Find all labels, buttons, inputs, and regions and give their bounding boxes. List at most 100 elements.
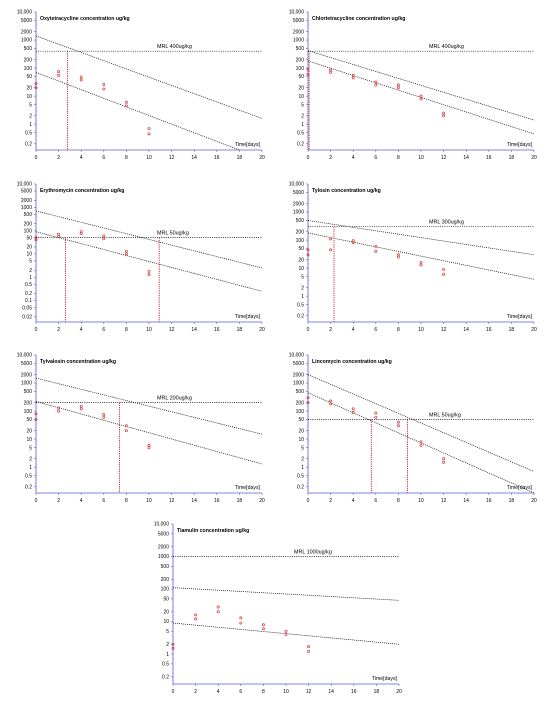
y-tick-label: 500 [296,218,305,224]
x-tick-label: 2 [57,498,60,504]
y-tick-label: 1000 [158,554,169,560]
data-point [34,418,38,421]
data-point [351,76,355,80]
x-tick-label: 2 [194,689,197,695]
x-tick-label: 10 [418,155,424,161]
y-tick-label: 2000 [293,201,304,207]
data-point [102,234,106,238]
data-point [306,248,310,252]
x-tick-label: 8 [262,689,265,695]
data-point [329,399,333,403]
data-point [147,443,151,447]
y-tick-label: 500 [24,212,33,218]
data-point [34,412,38,416]
data-point [34,236,38,240]
data-point [147,127,151,130]
x-tick-label: 2 [57,327,60,333]
x-axis-label: Time[days] [235,314,261,320]
mrl-label: MRL 300ug/kg [429,220,464,226]
data-point [442,267,446,271]
data-point [374,411,378,415]
x-tick-label: 8 [125,327,128,333]
x-tick-label: 14 [328,689,334,695]
band-line [35,35,263,119]
y-tick-label: 5 [301,274,304,280]
chart-title: Oxytetracycline concentration ug/kg [40,16,130,22]
mrl-label: MRL 50ug/kg [157,231,189,237]
x-tick-label: 14 [463,498,469,504]
y-tick-label: 2 [301,285,304,291]
x-tick-label: 16 [214,155,220,161]
x-tick-label: 2 [329,327,332,333]
data-point [171,646,175,650]
y-tick-label: 0.2 [25,484,32,490]
data-point [57,232,61,236]
x-tick-label: 6 [102,327,105,333]
y-tick-label: 5000 [293,18,304,24]
band-line [35,210,263,269]
y-tick-label: 2000 [293,372,304,378]
chart-panel-erythromycin: Erythromycin concentration ug/kg10,00050… [17,182,265,333]
mrl-label: MRL 400ug/kg [429,44,464,50]
x-tick-label: 8 [125,155,128,161]
y-tick-label: 2000 [158,544,169,550]
y-tick-label: 5000 [293,361,304,367]
y-tick-label: 5 [29,259,32,265]
data-point [329,248,333,252]
y-tick-label: 200 [296,57,305,63]
y-tick-label: 10 [298,94,304,100]
data-point [306,72,310,76]
y-tick-label: 500 [24,46,33,52]
y-tick-label: 0.2 [297,484,304,490]
data-point [374,83,378,87]
x-tick-label: 16 [486,498,492,504]
x-tick-label: 20 [531,498,537,504]
x-tick-label: 6 [102,155,105,161]
data-point [442,272,446,276]
data-point [396,420,400,424]
data-point [396,86,400,90]
chart-panel-lincomycin: Lincomycin concentration ug/kg10,0005000… [289,353,537,504]
x-tick-label: 4 [80,498,83,504]
data-point [102,415,106,419]
y-tick-label: 10,000 [17,10,33,16]
y-tick-label: 1000 [21,205,32,211]
y-tick-label: 0.5 [297,473,304,479]
y-tick-label: 1 [301,122,304,128]
data-point [57,235,61,239]
data-point [329,70,333,74]
x-axis-label: Time[days] [507,485,533,491]
data-point [147,132,151,136]
data-point [307,645,311,649]
mrl-label: MRL 50ug/kg [429,413,461,419]
y-tick-label: 20 [163,609,169,615]
chart-panel-tiamulin: Tiamulin concentration ug/kg10,000500020… [154,522,402,695]
y-tick-label: 100 [296,66,305,72]
y-tick-label: 1000 [21,38,32,44]
x-tick-label: 10 [146,498,152,504]
x-axis-label: Time[days] [235,142,261,148]
x-tick-label: 8 [397,327,400,333]
x-tick-label: 2 [329,155,332,161]
x-tick-label: 4 [217,689,220,695]
band-line [172,587,400,601]
data-point [147,273,151,277]
y-tick-label: 0.2 [25,291,32,297]
band-line [35,401,263,465]
y-tick-label: 0.05 [22,305,32,311]
data-point [419,440,423,444]
y-tick-label: 5 [301,102,304,108]
x-tick-label: 12 [169,327,175,333]
x-tick-label: 14 [191,327,197,333]
x-tick-label: 20 [531,327,537,333]
x-tick-label: 4 [352,498,355,504]
data-point [329,237,333,241]
y-tick-label: 0.02 [22,315,32,321]
y-tick-label: 10,000 [154,522,170,528]
data-point [261,623,265,627]
y-tick-label: 50 [26,417,32,423]
x-tick-label: 10 [418,327,424,333]
chart-title: Tiamulin concentration ug/kg [177,528,249,534]
y-tick-label: 2000 [293,29,304,35]
chart-title: Erythromycin concentration ug/kg [40,188,124,194]
